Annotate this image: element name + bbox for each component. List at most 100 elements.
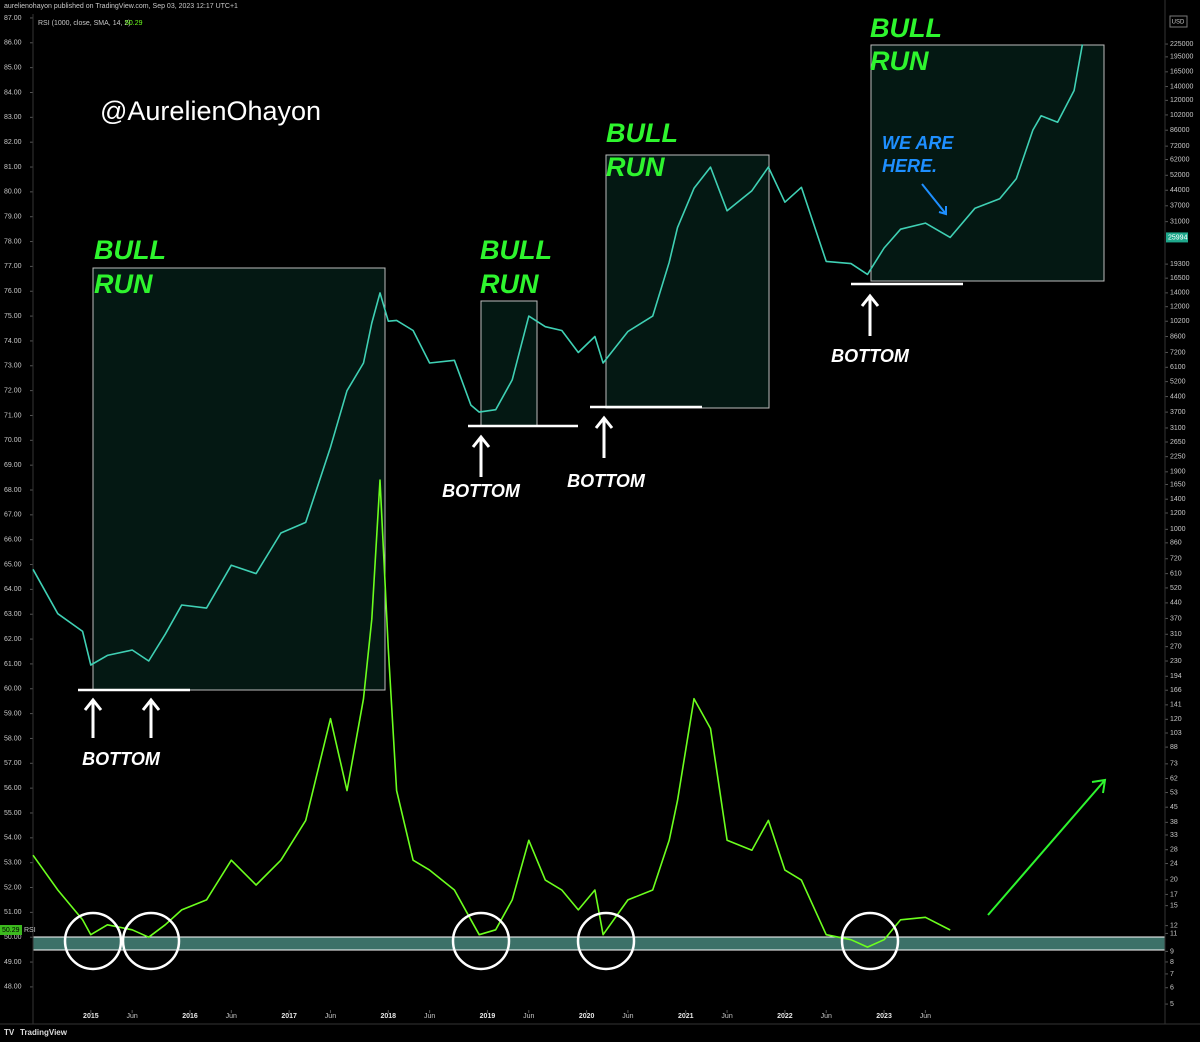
indicator-name: RSI (1000, close, SMA, 14, 2) <box>38 20 131 27</box>
y-tick-label: 51.00 <box>4 909 22 916</box>
y-tick-label: 55.00 <box>4 810 22 817</box>
x-tick-label: 2015 <box>83 1013 99 1020</box>
y2-tick-label: 12 <box>1170 922 1178 929</box>
y-tick-label: 62.00 <box>4 636 22 643</box>
x-tick-label: Jun <box>622 1013 633 1020</box>
x-tick-label: 2020 <box>579 1013 595 1020</box>
we-are-here: HERE. <box>882 156 937 176</box>
y2-tick-label: 610 <box>1170 570 1182 577</box>
y2-tick-label: 720 <box>1170 556 1182 563</box>
y2-tick-label: 520 <box>1170 585 1182 592</box>
y2-tick-label: 140000 <box>1170 83 1193 90</box>
y2-tick-label: 1200 <box>1170 510 1186 517</box>
trend-arrow <box>987 778 1107 916</box>
y-tick-label: 70.00 <box>4 437 22 444</box>
y2-tick-label: 73 <box>1170 761 1178 768</box>
y-tick-label: 74.00 <box>4 338 22 345</box>
y2-tick-label: 62000 <box>1170 156 1190 163</box>
y2-tick-label: 14000 <box>1170 290 1190 297</box>
y-tick-label: 60.00 <box>4 686 22 693</box>
y2-tick-label: 52000 <box>1170 172 1190 179</box>
y2-tick-label: 8 <box>1170 959 1174 966</box>
y-tick-label: 58.00 <box>4 735 22 742</box>
rsi-tag-name: RSI <box>24 927 36 934</box>
bull-box <box>605 154 770 409</box>
y2-tick-label: 195000 <box>1170 54 1193 61</box>
bull-box <box>92 267 386 691</box>
brand-logo: TV <box>4 1028 15 1037</box>
rsi-tag-value: 50.29 <box>2 927 20 934</box>
y-tick-label: 86.00 <box>4 40 22 47</box>
y2-tick-label: 165000 <box>1170 69 1193 76</box>
bottom-circle <box>451 911 511 971</box>
price-tag <box>1166 232 1188 243</box>
y2-tick-label: 1900 <box>1170 469 1186 476</box>
x-tick-label: Jun <box>920 1013 931 1020</box>
y2-tick-label: 860 <box>1170 540 1182 547</box>
y-tick-label: 81.00 <box>4 164 22 171</box>
y2-tick-label: 38 <box>1170 819 1178 826</box>
y2-tick-label: 120 <box>1170 716 1182 723</box>
y2-tick-label: 1650 <box>1170 481 1186 488</box>
x-tick-label: Jun <box>424 1013 435 1020</box>
annotation-shapes <box>32 44 1166 951</box>
x-tick-label: 2019 <box>480 1013 496 1020</box>
y2-tick-label: 370 <box>1170 615 1182 622</box>
y-tick-label: 50.00 <box>4 934 22 941</box>
y2-tick-label: 28 <box>1170 847 1178 854</box>
y-tick-label: 83.00 <box>4 114 22 121</box>
y2-tick-label: 102000 <box>1170 112 1193 119</box>
y2-tick-label: 194 <box>1170 673 1182 680</box>
y-tick-label: 66.00 <box>4 537 22 544</box>
x-tick-label: 2023 <box>876 1013 892 1020</box>
y-tick-label: 80.00 <box>4 189 22 196</box>
y-tick-label: 57.00 <box>4 760 22 767</box>
bottom-label: BOTTOM <box>831 346 910 366</box>
price-tag-value: 25994 <box>1168 234 1188 241</box>
y2-tick-label: 141 <box>1170 702 1182 709</box>
y2-tick-label: 270 <box>1170 643 1182 650</box>
currency-box <box>1169 15 1188 28</box>
y2-tick-label: 37000 <box>1170 203 1190 210</box>
x-tick-label: 2021 <box>678 1013 694 1020</box>
y2-tick-label: 166 <box>1170 687 1182 694</box>
arrow <box>860 293 880 336</box>
y-tick-label: 49.00 <box>4 959 22 966</box>
y2-tick-label: 7 <box>1170 971 1174 978</box>
y-tick-label: 52.00 <box>4 884 22 891</box>
y-tick-label: 78.00 <box>4 238 22 245</box>
x-tick-label: Jun <box>127 1013 138 1020</box>
y2-tick-label: 33 <box>1170 832 1178 839</box>
y-tick-label: 75.00 <box>4 313 22 320</box>
rsi-band <box>32 936 1166 951</box>
y2-tick-label: 19300 <box>1170 261 1190 268</box>
bottom-circle <box>576 911 636 971</box>
x-tick-label: 2018 <box>381 1013 397 1020</box>
y-tick-label: 84.00 <box>4 89 22 96</box>
watermark: @AurelienOhayon <box>100 96 321 126</box>
y-tick-label: 79.00 <box>4 214 22 221</box>
y2-tick-label: 31000 <box>1170 218 1190 225</box>
y-tick-label: 71.00 <box>4 412 22 419</box>
y2-tick-label: 6 <box>1170 985 1174 992</box>
y-tick-label: 68.00 <box>4 487 22 494</box>
y2-tick-label: 44000 <box>1170 187 1190 194</box>
y2-tick-label: 6100 <box>1170 364 1186 371</box>
indicator-value: 50.29 <box>125 20 143 27</box>
brand: TradingView <box>20 1028 68 1037</box>
y2-tick-label: 225000 <box>1170 41 1193 48</box>
y-tick-label: 56.00 <box>4 785 22 792</box>
y-tick-label: 65.00 <box>4 561 22 568</box>
y2-tick-label: 17 <box>1170 891 1178 898</box>
y2-tick-label: 310 <box>1170 631 1182 638</box>
y2-tick-label: 5200 <box>1170 378 1186 385</box>
y-tick-label: 54.00 <box>4 835 22 842</box>
y2-tick-label: 1000 <box>1170 526 1186 533</box>
y2-tick-label: 15 <box>1170 902 1178 909</box>
y2-tick-label: 53 <box>1170 789 1178 796</box>
y2-tick-label: 2650 <box>1170 439 1186 446</box>
bull-run-label: BULL <box>606 118 678 148</box>
x-tick-label: 2017 <box>281 1013 297 1020</box>
